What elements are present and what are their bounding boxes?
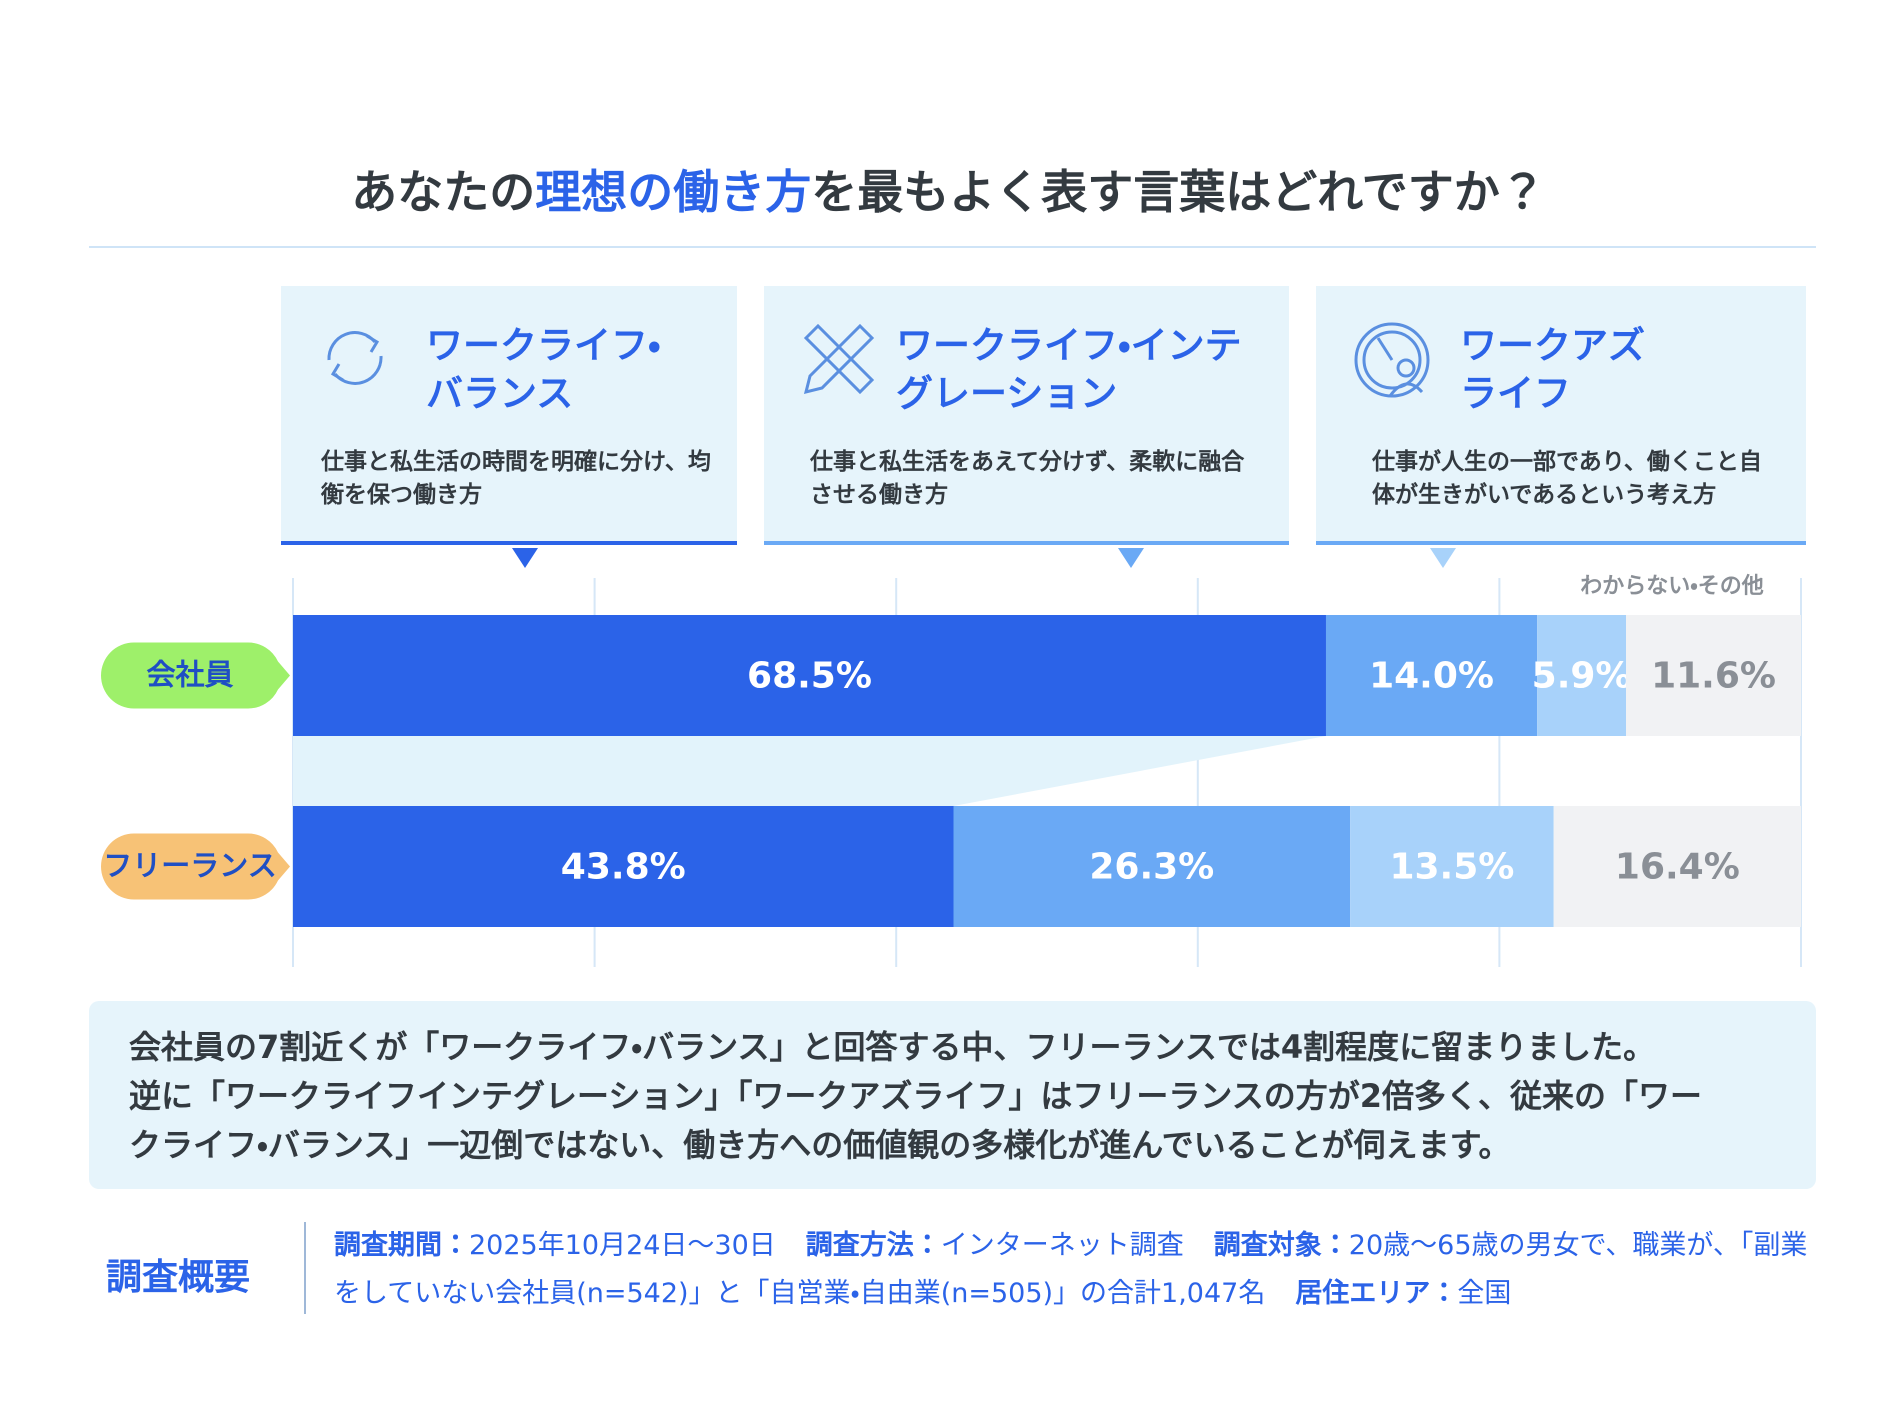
- bar: [1626, 615, 1801, 736]
- value-label: 14.0%: [1369, 656, 1494, 697]
- title-part: 理想の働き方: [535, 165, 812, 219]
- value-label: 26.3%: [1089, 847, 1214, 888]
- pointer: [1118, 548, 1144, 568]
- connector: [293, 736, 1326, 806]
- legend-description: 仕事と私生活の時間を明確に分け、均衡を保つ働き方: [321, 449, 711, 508]
- survey-text: 2025年10月24日〜30日: [469, 1230, 776, 1261]
- icon: [327, 331, 383, 385]
- survey-label: 調査期間：: [334, 1230, 469, 1261]
- bar: [293, 615, 1326, 736]
- survey-text: 全国: [1457, 1278, 1512, 1309]
- value-label: 11.6%: [1651, 656, 1776, 697]
- bar: [1537, 615, 1627, 736]
- summary-line: 会社員の7割近くが「ワークライフ・バランス」と回答する中、フリーランスでは4割程…: [129, 1028, 1656, 1066]
- category-label: 会社員: [146, 658, 233, 692]
- value-label: 13.5%: [1389, 847, 1514, 888]
- divider: [304, 1222, 306, 1314]
- legend-label: ワークライフ・インテグレーション: [896, 324, 1242, 415]
- bar: [953, 806, 1351, 927]
- value-label: 5.9%: [1532, 656, 1632, 697]
- category-pill: [101, 642, 290, 709]
- survey-heading: 調査概要: [106, 1257, 251, 1298]
- pointer: [1430, 548, 1456, 568]
- value-label: 68.5%: [747, 656, 872, 697]
- title-part: あなたの: [351, 165, 536, 219]
- survey-text: インターネット調査: [940, 1230, 1184, 1261]
- legend-card: ワークアズライフ 仕事が人生の一部であり、働くこと自体が生きがいであるという考え…: [1316, 286, 1806, 545]
- chart-title: あなたの理想の働き方を最もよく表す言葉はどれですか？: [0, 156, 1897, 222]
- bar: [1350, 806, 1554, 927]
- bar: [293, 806, 954, 927]
- category-label: フリーランス: [103, 849, 276, 883]
- value-label: 43.8%: [561, 847, 686, 888]
- survey-item: 調査方法：インターネット調査: [806, 1230, 1184, 1261]
- summary-box: 会社員の7割近くが「ワークライフ・バランス」と回答する中、フリーランスでは4割程…: [89, 1001, 1816, 1189]
- legend-label: ワークアズライフ: [1460, 324, 1645, 415]
- survey-label: 居住エリア：: [1295, 1278, 1458, 1309]
- survey-body: 調査期間：2025年10月24日〜30日 調査方法：インターネット調査 調査対象：2…: [334, 1222, 1814, 1318]
- icon: [803, 323, 875, 395]
- bar: [1325, 615, 1538, 736]
- survey-item: 調査期間：2025年10月24日〜30日: [334, 1230, 776, 1261]
- survey-label: 調査対象：: [1213, 1230, 1349, 1261]
- legend-label: わからない・その他: [1580, 574, 1763, 599]
- survey-label: 調査方法：: [805, 1230, 941, 1261]
- category-pill: [101, 833, 290, 900]
- legend-card: ワークライフ・インテグレーション 仕事と私生活をあえて分けず、柔軟に融合させる働…: [764, 286, 1289, 545]
- icon: [1354, 322, 1430, 398]
- legend-label: ワークライフ・バランス: [426, 324, 661, 415]
- title-part: を最もよく表す言葉はどれですか？: [811, 165, 1546, 219]
- survey-item: 調査対象：20歳〜65歳の男女で、職業が、「副業をしていない会社員(n=542)…: [334, 1230, 1807, 1309]
- survey-item: 居住エリア：全国: [1295, 1278, 1511, 1309]
- value-label: 16.4%: [1615, 847, 1740, 888]
- summary-line: 逆に「ワークライフインテグレーション」「ワークアズライフ」はフリーランスの方が2…: [129, 1077, 1702, 1115]
- legend-card: ワークライフ・バランス 仕事と私生活の時間を明確に分け、均衡を保つ働き方: [281, 286, 737, 545]
- bar: [1553, 806, 1801, 927]
- pointer: [512, 548, 538, 568]
- legend-description: 仕事と私生活をあえて分けず、柔軟に融合させる働き方: [810, 449, 1245, 508]
- summary-line: クライフ・バランス」一辺倒ではない、働き方への価値観の多様化が進んでいることが伺…: [129, 1126, 1511, 1164]
- survey-text: 20歳〜65歳の男女で、職業が、「副業をしていない会社員(n=542)」と「自営…: [334, 1230, 1808, 1309]
- legend-description: 仕事が人生の一部であり、働くこと自体が生きがいであるという考え方: [1372, 449, 1762, 508]
